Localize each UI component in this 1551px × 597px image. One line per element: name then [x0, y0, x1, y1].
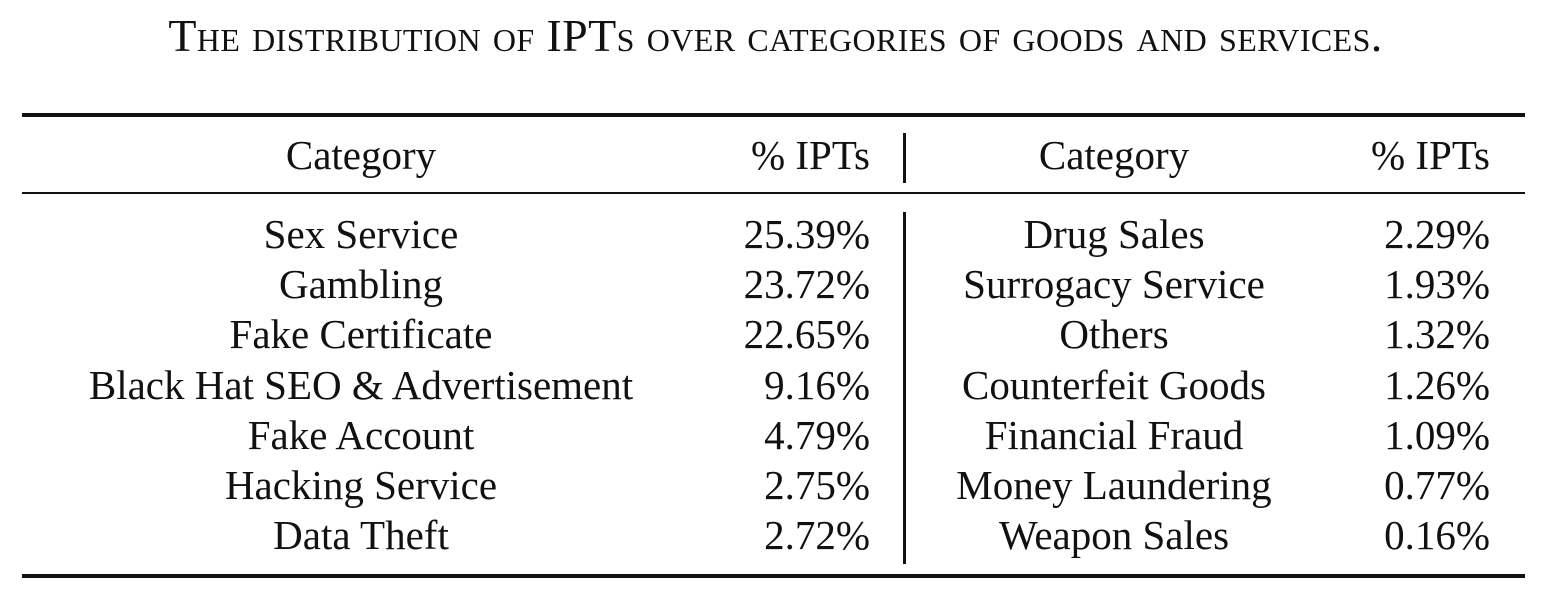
cell-pct-right: 1.09% [1384, 411, 1490, 458]
cell-pct-right: 0.16% [1384, 512, 1490, 559]
cell-category-left: Hacking Service [224, 462, 498, 508]
cell-category-right: Weapon Sales [998, 512, 1230, 559]
cell-category-left: Fake Certificate [229, 311, 493, 358]
cell-pct-right: 1.32% [1384, 311, 1490, 358]
cell-pct-right: 2.29% [1384, 211, 1490, 257]
header-column-separator [903, 133, 906, 183]
body-column-separator [903, 212, 906, 564]
header-pct-left: % IPTs [751, 132, 870, 178]
cell-pct-right: 1.26% [1384, 361, 1490, 408]
cell-pct-left: 4.79% [764, 411, 870, 458]
header-rule [22, 192, 1525, 194]
header-category-right: Category [1038, 132, 1190, 178]
cell-pct-left: 2.75% [764, 462, 870, 508]
cell-pct-left: 22.65% [743, 311, 870, 358]
cell-category-right: Surrogacy Service [963, 261, 1265, 308]
cell-category-right: Financial Fraud [984, 411, 1244, 458]
cell-category-left: Data Theft [273, 512, 449, 559]
cell-category-left: Gambling [279, 261, 443, 308]
cell-category-left: Fake Account [247, 411, 475, 458]
header-category-left: Category [285, 132, 437, 178]
cell-category-right: Money Laundering [956, 462, 1272, 508]
bottom-rule [22, 574, 1525, 578]
cell-category-left: Sex Service [263, 211, 459, 257]
table-caption: The distribution of IPTs over categories… [168, 10, 1383, 61]
top-rule [22, 113, 1525, 117]
cell-pct-right: 1.93% [1384, 261, 1490, 308]
cell-pct-left: 25.39% [743, 211, 870, 257]
cell-category-right: Drug Sales [1023, 211, 1205, 257]
cell-category-left: Black Hat SEO & Advertisement [88, 361, 634, 408]
cell-pct-left: 9.16% [764, 361, 870, 408]
cell-pct-left: 2.72% [764, 512, 870, 559]
cell-category-right: Counterfeit Goods [961, 361, 1267, 408]
cell-pct-left: 23.72% [743, 261, 870, 308]
cell-pct-right: 0.77% [1384, 462, 1490, 508]
cell-category-right: Others [1059, 311, 1169, 358]
header-pct-right: % IPTs [1371, 132, 1490, 178]
